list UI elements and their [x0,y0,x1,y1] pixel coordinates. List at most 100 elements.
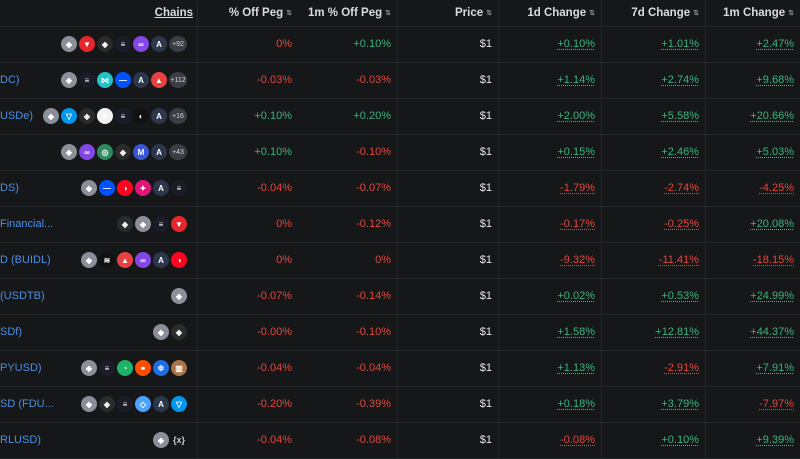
price-header[interactable]: Price ⇅ [398,0,498,26]
coin-name-link[interactable]: Financial... [0,218,54,230]
change-7d-value[interactable]: +2.46% [661,146,699,158]
change-1m-value[interactable]: -7.97% [759,398,794,410]
fantom-icon[interactable]: ⚭ [135,360,151,376]
coin-name-link[interactable]: DC) [0,74,20,86]
metis-icon[interactable]: M [133,144,149,160]
base-icon[interactable]: — [99,180,115,196]
arbitrum-icon[interactable]: A [153,180,169,196]
change-7d-value[interactable]: +0.53% [661,290,699,302]
coin-name-link[interactable]: D (BUIDL) [0,254,51,266]
change-7d-header[interactable]: 7d Change ⇅ [601,0,705,26]
table-row[interactable]: DS) ◆ — ◑ ✦ A ≡ -0.04% -0.07% $1 -1.79% -2.74% -4.25… [0,170,800,207]
table-row[interactable]: SD (FDU... ◆ ◈ ≡ ◇ A ▽ -0.20% -0.39% $1 +0.18% +3.7… [0,386,800,423]
bnb-icon[interactable]: ◈ [97,36,113,52]
table-row[interactable]: ◆ ▼ ◈ ≡ ∞ A +92 0% +0.10% $1 +0.10% +1.01% +2.47% [0,26,800,63]
table-row[interactable]: Financial... ◈ ◆ ≡ ▼ 0% -0.12% $1 -0.17% -0.25% +2… [0,206,800,243]
arbitrum-icon[interactable]: A [153,252,169,268]
bnb-icon[interactable]: ◈ [79,108,95,124]
tron-icon[interactable]: ▼ [171,216,187,232]
change-1m-value[interactable]: +20.08% [750,218,794,230]
table-row[interactable]: DC) ◆ ≡ ⋈ — A ▲ +112 -0.03% -0.03% $1 +1.14% +2.74% +… [0,62,800,99]
change-1d-value[interactable]: -0.08% [560,434,595,446]
solana-icon[interactable]: ≡ [153,216,169,232]
sui-icon[interactable]: ⋈ [97,72,113,88]
table-row[interactable]: SDf) ◆ ◈ -0.00% -0.10% $1 +1.58% +12.81% +44.37% [0,314,800,351]
more-chains-badge[interactable]: +112 [169,72,187,88]
near-icon[interactable]: ▥ [171,360,187,376]
change-7d-value[interactable]: +0.10% [661,434,699,446]
more-chains-badge[interactable]: +16 [169,108,187,124]
avalanche-icon[interactable]: ▲ [117,252,133,268]
coin-name-link[interactable]: RLUSD) [0,434,41,446]
change-1d-value[interactable]: +0.10% [557,38,595,50]
coin-name-link[interactable]: SD (FDU... [0,398,54,410]
xrpl-icon[interactable]: {x} [172,435,185,445]
bnb-icon[interactable]: ◈ [117,216,133,232]
coin-name-link[interactable] [0,26,58,62]
change-1m-value[interactable]: +7.91% [756,362,794,374]
coin-name-link[interactable] [0,134,58,170]
off-peg-header[interactable]: % Off Peg ⇅ [198,0,298,26]
optimism-icon[interactable]: ◑ [117,180,133,196]
ethereum-icon[interactable]: ◆ [81,180,97,196]
chains-header[interactable]: Chains [58,0,198,26]
bnb-icon[interactable]: ◈ [115,144,131,160]
solana-icon[interactable]: ≡ [99,360,115,376]
bnb-icon[interactable]: ◈ [99,396,115,412]
coin-name-link[interactable]: PYUSD) [0,362,42,374]
ethereum-icon[interactable]: ◆ [43,108,59,124]
aptos-icon[interactable]: ≋ [99,252,115,268]
ethereum-icon[interactable]: ◆ [61,144,77,160]
change-7d-value[interactable]: -2.91% [664,362,699,374]
change-1m-value[interactable]: +5.03% [756,146,794,158]
arbitrum-icon[interactable]: A [151,144,167,160]
polygon-icon[interactable]: ∞ [79,144,95,160]
table-row[interactable]: RLUSD) ◆ {x} -0.04% -0.08% $1 -0.08% +0.10% +9.3… [0,422,800,459]
change-1m-value[interactable]: +24.99% [750,290,794,302]
solana-icon[interactable]: ≡ [117,396,133,412]
change-1d-value[interactable]: -1.79% [560,182,595,194]
change-1d-value[interactable]: -0.17% [560,218,595,230]
bnb-icon[interactable]: ◈ [171,324,187,340]
change-1m-header[interactable]: 1m Change ⇅ [705,0,800,26]
more-chains-badge[interactable]: +43 [169,144,187,160]
ethereum-icon[interactable]: ◆ [171,288,187,304]
coin-name-link[interactable]: DS) [0,182,19,194]
table-row[interactable]: USDe) ◆ ▽ ◈ ✳ ≡ ◐ A +16 +0.10% +0.20% $1 +2.00% +5.58… [0,98,800,135]
zora-icon[interactable]: ✦ [135,180,151,196]
ton-icon[interactable]: ▽ [171,396,187,412]
change-1d-value[interactable]: -9.32% [560,254,595,266]
change-7d-value[interactable]: +2.74% [661,74,699,86]
table-row[interactable]: PYUSD) ◆ ≡ ◔ ⚭ ✲ ▥ -0.04% -0.04% $1 +1.13% -2.91% +7… [0,350,800,387]
change-1m-value[interactable]: +44.37% [750,326,794,338]
table-row[interactable]: (USDTB) ◆ -0.07% -0.14% $1 +0.02% +0.53% +24.99… [0,278,800,315]
sei-icon[interactable]: ◔ [117,360,133,376]
change-7d-value[interactable]: +3.79% [661,398,699,410]
change-1d-value[interactable]: +1.14% [557,74,595,86]
polygon-icon[interactable]: ∞ [133,36,149,52]
ethereum-icon[interactable]: ◆ [81,360,97,376]
change-1d-value[interactable]: +0.18% [557,398,595,410]
change-7d-value[interactable]: -2.74% [664,182,699,194]
change-1m-value[interactable]: +20.66% [750,110,794,122]
change-7d-value[interactable]: +5.58% [661,110,699,122]
more-chains-badge[interactable]: +92 [169,36,187,52]
arbitrum-icon[interactable]: A [151,36,167,52]
ethereum-icon[interactable]: ◆ [153,324,169,340]
change-1d-value[interactable]: +2.00% [557,110,595,122]
off-peg-1m-header[interactable]: 1m % Off Peg ⇅ [298,0,398,26]
arbitrum-icon[interactable]: A [153,396,169,412]
ethereum-icon[interactable]: ◆ [135,216,151,232]
ton-icon[interactable]: ▽ [61,108,77,124]
table-row[interactable]: ◆ ∞ ◎ ◈ M A +43 +0.10% -0.10% $1 +0.15% +2.46% +5.03… [0,134,800,171]
tron-icon[interactable]: ▼ [79,36,95,52]
coin-name-link[interactable]: USDe) [0,110,34,122]
change-1d-value[interactable]: +1.13% [557,362,595,374]
ethereum-icon[interactable]: ◆ [61,36,77,52]
sui-icon[interactable]: ◇ [135,396,151,412]
blast-icon[interactable]: ◐ [133,108,149,124]
ethereum-icon[interactable]: ◆ [153,432,169,448]
ethena-icon[interactable]: ✳ [97,108,113,124]
coin-name-link[interactable]: SDf) [0,326,22,338]
celo-icon[interactable]: ✲ [153,360,169,376]
